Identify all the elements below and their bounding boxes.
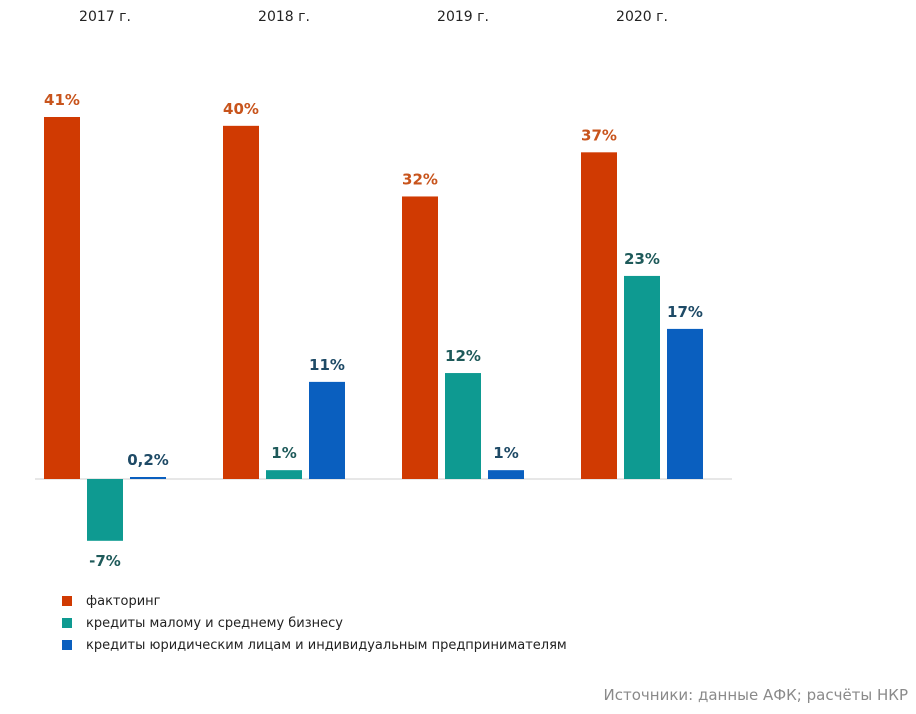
bar — [624, 275, 660, 479]
legend-label: кредиты юридическим лицам и индивидуальн… — [86, 637, 567, 653]
category-label: 2020 г. — [616, 9, 668, 25]
bar — [488, 470, 524, 479]
bar — [223, 125, 259, 479]
legend-item-factoring: факторинг — [62, 590, 567, 612]
data-label: 40% — [223, 100, 259, 118]
legend-item-sme-loans: кредиты малому и среднему бизнесу — [62, 612, 567, 634]
bar — [667, 328, 703, 479]
data-label: 1% — [493, 444, 518, 462]
data-label: 32% — [402, 170, 438, 188]
category-label: 2017 г. — [79, 9, 131, 25]
bar — [44, 117, 80, 479]
legend-swatch — [62, 640, 72, 650]
data-label: 1% — [271, 444, 296, 462]
data-label: 41% — [44, 91, 80, 109]
legend-label: факторинг — [86, 593, 161, 609]
bar — [402, 196, 438, 479]
data-label: 12% — [445, 347, 481, 365]
data-label: 23% — [624, 250, 660, 268]
bar — [445, 373, 481, 479]
legend-label: кредиты малому и среднему бизнесу — [86, 615, 343, 631]
legend-item-corporate-loans: кредиты юридическим лицам и индивидуальн… — [62, 634, 567, 656]
data-label: 11% — [309, 356, 345, 374]
data-label: -7% — [89, 552, 121, 570]
data-label: 0,2% — [127, 451, 169, 469]
bar — [309, 381, 345, 479]
legend-swatch — [62, 618, 72, 628]
data-label: 37% — [581, 126, 617, 144]
source-note: Источники: данные АФК; расчёты НКР — [603, 686, 908, 704]
legend-swatch — [62, 596, 72, 606]
category-label: 2018 г. — [258, 9, 310, 25]
bar — [581, 152, 617, 479]
data-label: 17% — [667, 303, 703, 321]
category-label: 2019 г. — [437, 9, 489, 25]
bar — [266, 470, 302, 479]
bar — [87, 479, 123, 541]
bar — [130, 477, 166, 479]
legend: факторинг кредиты малому и среднему бизн… — [62, 590, 567, 656]
